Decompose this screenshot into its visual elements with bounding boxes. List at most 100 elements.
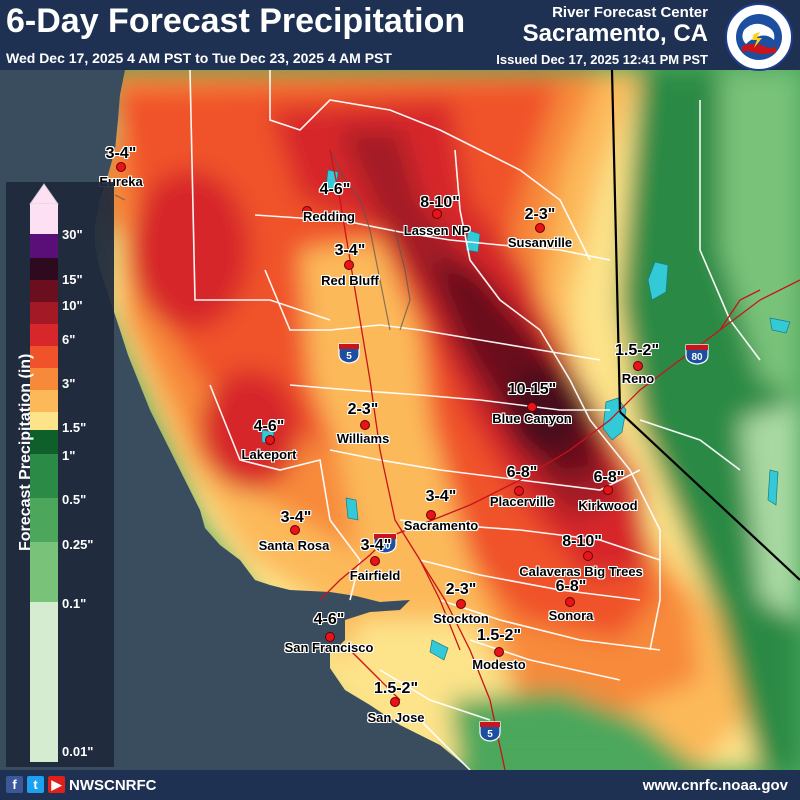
- lakeport-dot: [265, 435, 275, 445]
- legend-tick-30: 30": [62, 227, 83, 242]
- legend-title: Forecast Precipitation (in): [17, 353, 34, 551]
- susanville-amount: 2-3": [524, 206, 556, 223]
- highways: [319, 149, 800, 770]
- legend-tick-0-1: 0.1": [62, 596, 87, 611]
- svg-text:5: 5: [346, 351, 352, 362]
- youtube-icon[interactable]: ▶: [48, 776, 65, 793]
- fairfield-label: Fairfield: [349, 568, 401, 583]
- lassen-label: Lassen NP: [403, 223, 471, 238]
- eureka-amount: 3-4": [105, 145, 137, 162]
- stockton-dot: [456, 599, 466, 609]
- legend-tick-0-5: 0.5": [62, 492, 87, 507]
- placerville-dot: [514, 486, 524, 496]
- modesto-label: Modesto: [472, 657, 526, 672]
- header: 6-Day Forecast Precipitation Wed Dec 17,…: [0, 0, 800, 71]
- page-title: 6-Day Forecast Precipitation: [6, 2, 466, 40]
- kirkwood-amount: 6-8": [593, 469, 625, 486]
- legend-tick-3: 3": [62, 376, 76, 391]
- santa-rosa-amount: 3-4": [280, 509, 312, 526]
- santa-rosa-label: Santa Rosa: [258, 538, 330, 553]
- footer: f t ▶ NWSCNRFC www.cnrfc.noaa.gov: [0, 770, 800, 800]
- forecast-period: Wed Dec 17, 2025 4 AM PST to Tue Dec 23,…: [6, 50, 392, 66]
- modesto-amount: 1.5-2": [476, 627, 522, 644]
- san-jose-dot: [390, 697, 400, 707]
- rfc-label: River Forecast Center: [552, 4, 708, 21]
- calaveras-label: Calaveras Big Trees: [519, 564, 643, 579]
- reno-dot: [633, 361, 643, 371]
- san-jose-label: San Jose: [367, 710, 425, 725]
- sonora-dot: [565, 597, 575, 607]
- state-boundary: [610, 70, 800, 581]
- placerville-label: Placerville: [489, 494, 555, 509]
- stockton-label: Stockton: [433, 611, 489, 626]
- fairfield-amount: 3-4": [360, 537, 392, 554]
- sonora-label: Sonora: [548, 608, 594, 623]
- sf-bay: [290, 590, 410, 650]
- issued-time: Issued Dec 17, 2025 12:41 PM PST: [496, 52, 708, 67]
- san-francisco-label: San Francisco: [284, 640, 374, 655]
- website-link[interactable]: www.cnrfc.noaa.gov: [642, 777, 788, 794]
- legend-tick-10: 10": [62, 298, 83, 313]
- red-bluff-amount: 3-4": [334, 242, 366, 259]
- redding-amount: 4-6": [319, 181, 351, 198]
- kirkwood-label: Kirkwood: [578, 498, 638, 513]
- redding-label: Redding: [303, 209, 355, 224]
- lassen-dot: [432, 209, 442, 219]
- nws-logo-icon: [725, 3, 793, 71]
- eureka-dot: [116, 162, 126, 172]
- legend-tick-1-5: 1.5": [62, 420, 87, 435]
- legend: Forecast Precipitation (in) 30" 15" 10" …: [6, 182, 114, 767]
- calaveras-dot: [583, 551, 593, 561]
- legend-tick-15: 15": [62, 272, 83, 287]
- blue-canyon-dot: [527, 402, 537, 412]
- red-bluff-dot: [344, 260, 354, 270]
- twitter-icon[interactable]: t: [27, 776, 44, 793]
- interstate-80-east-shield: 80: [685, 344, 709, 365]
- svg-text:80: 80: [691, 352, 703, 363]
- river-lines: [114, 149, 411, 331]
- sacramento-label: Sacramento: [403, 518, 479, 533]
- legend-tick-0-01: 0.01": [62, 744, 94, 759]
- redding-dot: [302, 206, 312, 216]
- fairfield-dot: [370, 556, 380, 566]
- williams-label: Williams: [336, 431, 390, 446]
- svg-text:5: 5: [487, 729, 493, 740]
- lakeport-amount: 4-6": [253, 418, 285, 435]
- sacramento-dot: [426, 510, 436, 520]
- legend-tick-6: 6": [62, 332, 76, 347]
- susanville-label: Susanville: [507, 235, 573, 250]
- sonora-amount: 6-8": [555, 578, 587, 595]
- williams-amount: 2-3": [347, 401, 379, 418]
- social-handle[interactable]: NWSCNRFC: [69, 777, 157, 794]
- facebook-icon[interactable]: f: [6, 776, 23, 793]
- stockton-amount: 2-3": [445, 581, 477, 598]
- modesto-dot: [494, 647, 504, 657]
- reno-label: Reno: [621, 371, 655, 386]
- blue-canyon-amount: 10-15": [507, 381, 557, 398]
- lakeport-label: Lakeport: [241, 447, 297, 462]
- legend-colorbar: [29, 183, 59, 762]
- lakes: [261, 169, 791, 661]
- legend-tick-0-25: 0.25": [62, 537, 94, 552]
- rfc-city: Sacramento, CA: [522, 20, 708, 47]
- williams-dot: [360, 420, 370, 430]
- placerville-amount: 6-8": [506, 464, 538, 481]
- legend-tick-1: 1": [62, 448, 76, 463]
- blue-canyon-label: Blue Canyon: [492, 411, 572, 426]
- susanville-dot: [535, 223, 545, 233]
- kirkwood-dot: [603, 485, 613, 495]
- calaveras-amount: 8-10": [562, 533, 602, 550]
- san-francisco-amount: 4-6": [313, 611, 345, 628]
- interstate-5-north-shield: 5: [338, 343, 360, 364]
- san-jose-amount: 1.5-2": [373, 680, 419, 697]
- lassen-amount: 8-10": [420, 194, 460, 211]
- santa-rosa-dot: [290, 525, 300, 535]
- interstate-5-south-shield: 5: [479, 721, 501, 742]
- reno-amount: 1.5-2": [614, 342, 660, 359]
- interstate-80-west-shield: 80: [373, 533, 397, 554]
- san-francisco-dot: [325, 632, 335, 642]
- red-bluff-label: Red Bluff: [321, 273, 379, 288]
- svg-text:80: 80: [379, 541, 391, 552]
- sacramento-amount: 3-4": [425, 488, 457, 505]
